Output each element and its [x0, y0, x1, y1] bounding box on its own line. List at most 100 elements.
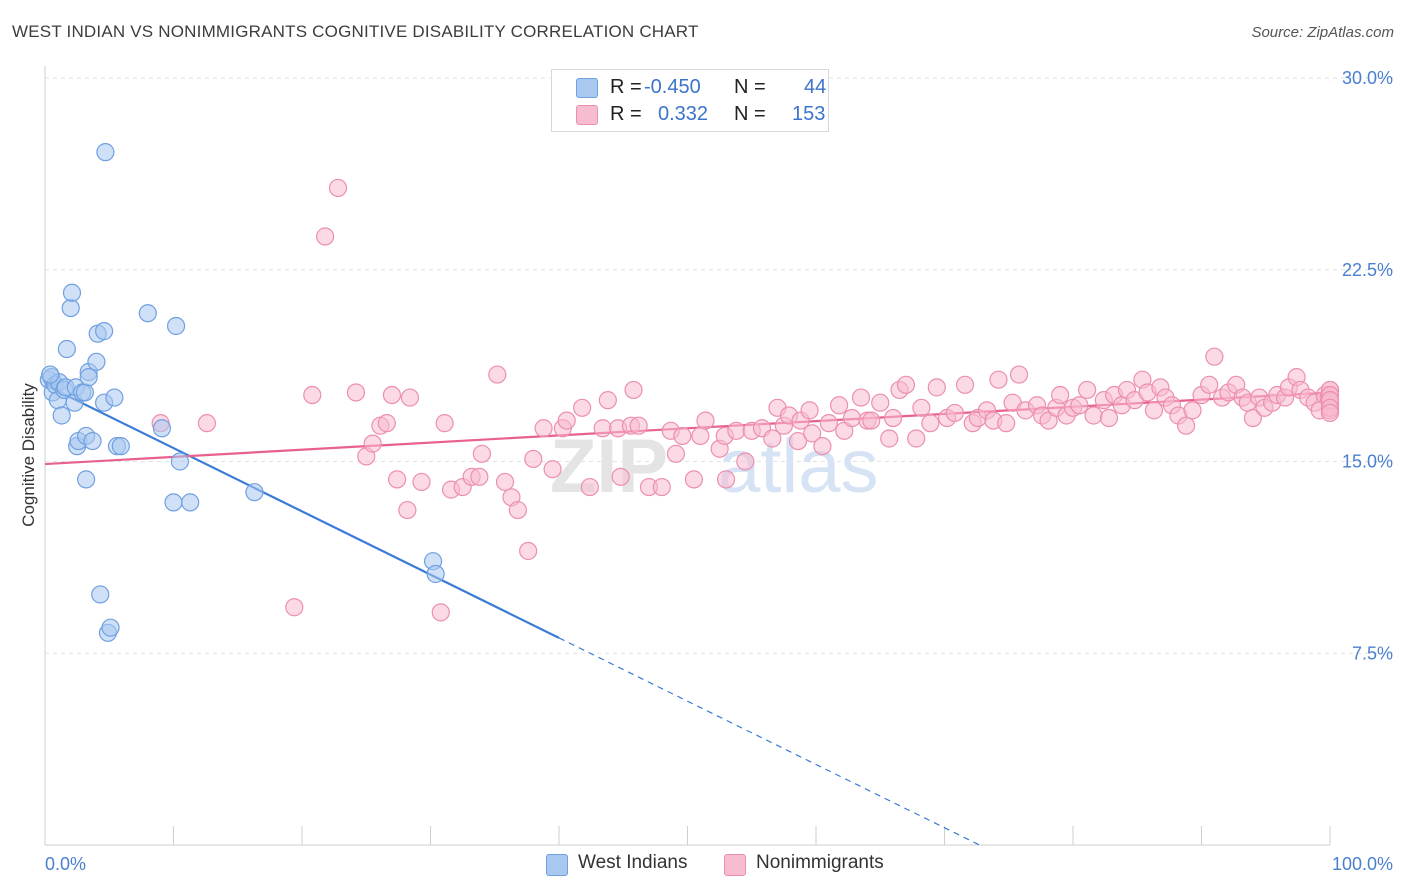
nonimmigrants-point [819, 414, 838, 433]
nonimmigrants-point [1144, 401, 1164, 420]
axes [44, 66, 1331, 846]
nonimmigrants-point [387, 470, 407, 489]
nonimmigrants-point [684, 470, 704, 489]
nonimmigrants-point [1320, 403, 1340, 423]
nonimmigrants-point [543, 460, 562, 479]
nonimmigrants-point [813, 437, 832, 456]
nonimmigrants-point [400, 388, 420, 407]
x-tick-label: 100.0% [1332, 854, 1393, 874]
west-indians-point [79, 368, 98, 387]
y-tick-label: 30.0% [1342, 68, 1393, 88]
nonimmigrants-point [363, 434, 382, 453]
nonimmigrants-point [519, 541, 538, 561]
nonimmigrants-point [1243, 408, 1263, 428]
west-indians-point [101, 618, 120, 637]
nonimmigrants-point [883, 408, 903, 428]
nonimmigrants-point [495, 472, 515, 492]
west-indians-point [170, 452, 190, 471]
nonimmigrants-point [763, 429, 782, 448]
legend: R = -0.450 N = 44 R = 0.332 N = 153 [551, 69, 829, 132]
west-indians-point [105, 388, 124, 407]
nonimmigrants-point [842, 408, 862, 428]
nonimmigrants-point [593, 419, 612, 438]
nonimmigrants-point [927, 378, 946, 397]
legend-n-label: N = [734, 76, 766, 98]
nonimmigrants-point [598, 391, 617, 410]
west-indians-point [62, 283, 82, 302]
west-indians-swatch [576, 78, 598, 98]
nonimmigrants-point [470, 467, 489, 486]
west-indians-swatch [546, 854, 568, 876]
nonimmigrants-point [907, 429, 926, 448]
west-indians-point [52, 406, 71, 425]
nonimmigrants-point [851, 388, 871, 407]
watermark-zip: ZIP [550, 424, 668, 509]
nonimmigrants-point [580, 477, 599, 497]
trend-lines [44, 383, 1331, 848]
nonimmigrants-point [1078, 380, 1097, 400]
y-tick-label: 22.5% [1342, 260, 1393, 280]
nonimmigrants-point [673, 426, 692, 446]
west-indians-trend-line [44, 383, 560, 639]
nonimmigrants-point [788, 431, 808, 451]
nonimmigrants-point [346, 383, 366, 402]
west-indians-trend-extension [558, 637, 984, 848]
nonimmigrants-point [534, 419, 553, 438]
nonimmigrants-point [488, 365, 507, 384]
west-indians-point [75, 383, 94, 402]
bottom-legend-label: Nonimmigrants [756, 852, 884, 873]
chart-title: WEST INDIAN VS NONIMMIGRANTS COGNITIVE D… [12, 22, 699, 41]
tick-labels: 7.5% 15.0% 22.5% 30.0% 0.0% 100.0% [45, 68, 1393, 874]
west-indians-point [181, 493, 200, 512]
legend-n-value: 153 [792, 103, 826, 125]
nonimmigrants-point [377, 414, 396, 433]
west-indians-point [166, 316, 186, 336]
nonimmigrants-point [1099, 408, 1119, 428]
nonimmigrants-point [412, 472, 431, 492]
nonimmigrants-point [557, 411, 576, 430]
west-indians-point [91, 585, 110, 604]
nonimmigrants-point [624, 380, 643, 400]
nonimmigrants-point [524, 449, 543, 469]
watermark: ZIP atlas [550, 424, 879, 509]
legend-r-label: R = [610, 76, 642, 98]
nonimmigrants-point [691, 426, 710, 446]
bottom-legend-label: West Indians [578, 852, 688, 873]
west-indians-point [41, 365, 60, 384]
nonimmigrants-point [666, 444, 686, 463]
source-label: Source: ZipAtlas.com [1251, 24, 1394, 41]
nonimmigrants-point [398, 500, 417, 520]
nonimmigrants-point [328, 178, 348, 198]
west-indians-point [111, 437, 130, 456]
nonimmigrants-point [1200, 375, 1219, 394]
nonimmigrants-point [1070, 396, 1089, 415]
nonimmigrants-point [912, 398, 931, 417]
nonimmigrants-point [285, 598, 304, 617]
west-indians-point [245, 483, 264, 502]
nonimmigrants-point [316, 227, 335, 246]
nonimmigrants-point [945, 403, 964, 423]
nonimmigrants-point [611, 467, 630, 486]
nonimmigrants-point [880, 429, 899, 448]
nonimmigrants-point [1009, 365, 1029, 384]
y-tick-label: 7.5% [1352, 643, 1393, 663]
grid-lines [45, 77, 1393, 654]
nonimmigrants-point [435, 414, 454, 433]
nonimmigrants-point [803, 424, 822, 443]
legend-r-value: 0.332 [658, 103, 709, 125]
west-indians-point [426, 564, 445, 584]
west-indians-point [87, 352, 106, 371]
west-indians-point [61, 299, 80, 318]
nonimmigrants-point [1205, 347, 1224, 366]
nonimmigrants-point [431, 603, 450, 622]
nonimmigrants-point [997, 414, 1016, 433]
nonimmigrants-point [508, 500, 527, 520]
x-tick-label: 0.0% [45, 854, 86, 874]
nonimmigrants-point [382, 385, 402, 405]
nonimmigrants-point [716, 470, 736, 489]
nonimmigrants-point [896, 375, 916, 394]
nonimmigrants-point [955, 375, 975, 394]
nonimmigrants-point [1051, 385, 1070, 405]
data-points [39, 143, 1340, 642]
